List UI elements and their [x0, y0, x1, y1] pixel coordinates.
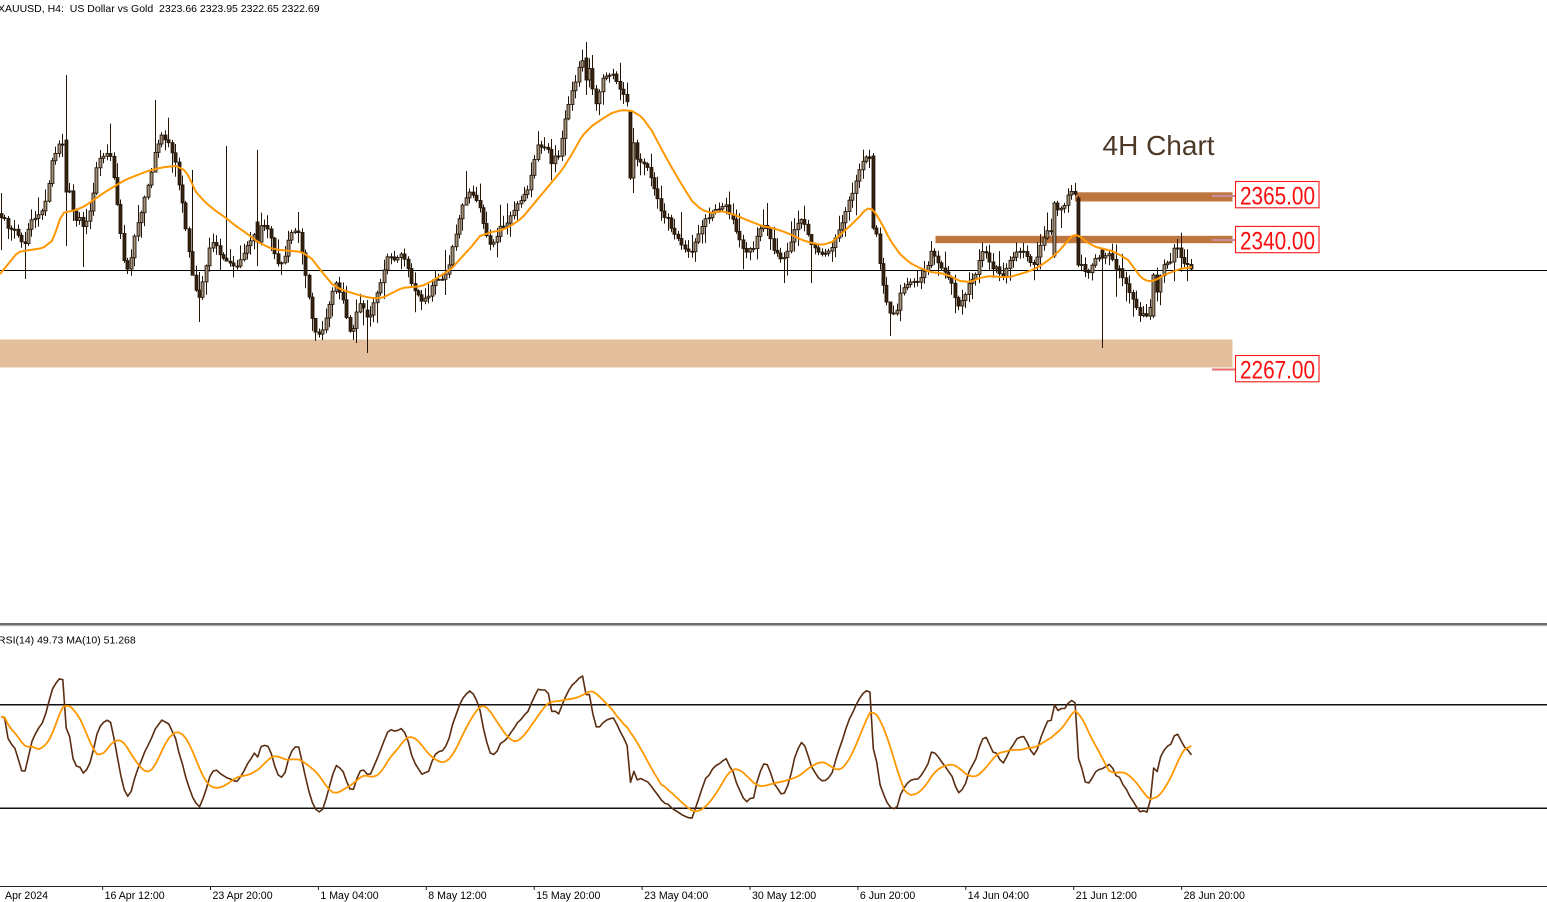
svg-text:23 May 04:00: 23 May 04:00 — [644, 890, 708, 902]
svg-text:6 Jun 20:00: 6 Jun 20:00 — [860, 890, 915, 902]
svg-text:28 Jun 20:00: 28 Jun 20:00 — [1184, 890, 1245, 902]
svg-text:2267.00: 2267.00 — [1240, 357, 1315, 385]
svg-text:2340.00: 2340.00 — [1240, 228, 1315, 256]
svg-text:21 Jun 12:00: 21 Jun 12:00 — [1076, 890, 1137, 902]
svg-text:30 May 12:00: 30 May 12:00 — [752, 890, 816, 902]
svg-text:XAUUSD, H4: US Dollar vs Gold: XAUUSD, H4: US Dollar vs Gold 2323.66 23… — [0, 3, 320, 15]
svg-text:Apr 2024: Apr 2024 — [5, 890, 48, 902]
svg-text:15 May 20:00: 15 May 20:00 — [536, 890, 600, 902]
svg-text:14 Jun 04:00: 14 Jun 04:00 — [968, 890, 1029, 902]
svg-text:RSI(14) 49.73 MA(10) 51.268: RSI(14) 49.73 MA(10) 51.268 — [0, 635, 136, 647]
svg-text:2365.00: 2365.00 — [1240, 183, 1315, 211]
svg-text:1 May 04:00: 1 May 04:00 — [320, 890, 378, 902]
svg-text:16 Apr 12:00: 16 Apr 12:00 — [105, 890, 165, 902]
svg-text:8 May 12:00: 8 May 12:00 — [428, 890, 486, 902]
svg-text:4H Chart: 4H Chart — [1103, 130, 1215, 161]
svg-text:23 Apr 20:00: 23 Apr 20:00 — [213, 890, 273, 902]
